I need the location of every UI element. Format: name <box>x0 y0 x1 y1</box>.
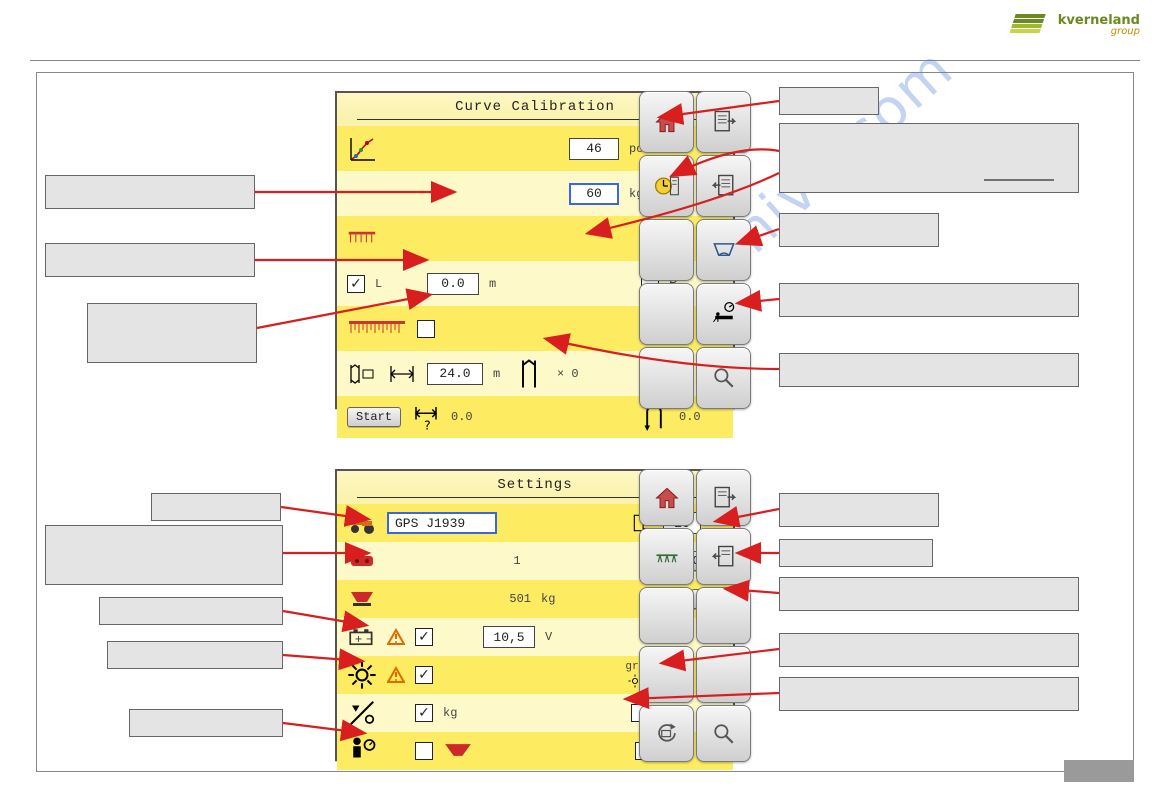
callout-leftright <box>45 243 255 277</box>
softkey-empty[interactable] <box>639 283 694 345</box>
leaf-icon <box>1010 10 1052 40</box>
softkey-empty[interactable] <box>696 587 751 644</box>
callout-light <box>107 641 283 669</box>
callout-tare <box>779 577 1079 611</box>
callout-weighside <box>129 709 283 737</box>
brand-logo: kverneland group <box>1010 10 1140 40</box>
callout-home <box>779 87 879 115</box>
brand-name: kverneland <box>1058 14 1140 27</box>
battery-min-field[interactable]: 10,5 <box>483 626 535 648</box>
coarse-scale-icon <box>347 224 377 254</box>
width-unit: m <box>493 367 507 381</box>
units-icon <box>347 698 377 728</box>
svg-text:?: ? <box>424 418 432 433</box>
turn-value: 0.0 <box>679 410 723 424</box>
tractor-icon <box>347 508 377 538</box>
raise-icon <box>517 359 547 389</box>
width-mult: × 0 <box>557 367 585 381</box>
warning-icon <box>387 660 405 690</box>
battery-alarm-checkbox[interactable]: ✓ <box>415 628 433 646</box>
weigh-hopper-icon <box>347 584 377 614</box>
fine-checkbox[interactable] <box>417 320 435 338</box>
callout-speed <box>151 493 281 521</box>
callout-underline <box>984 176 1054 184</box>
callout-pct <box>779 677 1079 711</box>
left-unit: m <box>489 277 503 291</box>
light-alarm-checkbox[interactable]: ✓ <box>415 666 433 684</box>
curve-icon <box>347 134 377 164</box>
header-divider <box>30 60 1140 61</box>
softkey-empty[interactable] <box>639 347 694 409</box>
page-tab <box>1064 760 1134 782</box>
warning-icon <box>387 622 405 652</box>
softkey-empty[interactable] <box>639 646 694 703</box>
callout-cal <box>779 539 933 567</box>
callout-big1 <box>779 123 1079 193</box>
softkeys-screen1 <box>639 91 751 407</box>
softkey-zoom[interactable] <box>696 705 751 762</box>
weight-unit: kg <box>541 592 565 606</box>
raise-lower-icon <box>347 359 377 389</box>
left-checkbox[interactable]: ✓ <box>347 275 365 293</box>
width-value-field[interactable]: 24.0 <box>427 363 483 385</box>
battery-unit: V <box>545 630 557 644</box>
callout-pressure <box>779 493 939 527</box>
rate-value-field[interactable]: 60 <box>569 183 619 205</box>
content-frame: manualshive.com Curve Calibration 46 pos… <box>36 72 1134 772</box>
left-value-field[interactable]: 0.0 <box>427 273 479 295</box>
softkey-reset[interactable] <box>639 705 694 762</box>
width-question-icon: ? <box>411 402 441 432</box>
callout-weigh <box>779 283 1079 317</box>
weigh-person-icon <box>347 736 377 766</box>
softkey-hopper[interactable] <box>696 219 751 281</box>
brand-sub: group <box>1058 27 1140 37</box>
softkeys-screen2 <box>639 469 751 759</box>
start-button[interactable]: Start <box>347 407 401 427</box>
softkey-empty[interactable] <box>639 219 694 281</box>
softkey-page-prev[interactable] <box>696 155 751 217</box>
weight-value: 501 <box>487 592 531 606</box>
svg-text:+ −: + − <box>355 634 374 645</box>
softkey-zoom[interactable] <box>696 347 751 409</box>
battery-icon: + − <box>347 622 377 652</box>
softkey-spray-bar[interactable] <box>639 528 694 585</box>
callout-hopper <box>779 213 939 247</box>
softkey-timer[interactable] <box>639 155 694 217</box>
softkey-home[interactable] <box>639 469 694 526</box>
callout-grease <box>779 633 1079 667</box>
left-l-label: L <box>375 277 387 291</box>
width-arrows-icon <box>387 359 417 389</box>
unit-kg-label: kg <box>443 706 463 720</box>
callout-fine <box>87 303 257 363</box>
hopper-left-icon <box>443 736 473 766</box>
dosing-unit-icon <box>347 546 377 576</box>
unit-kg-checkbox[interactable]: ✓ <box>415 704 433 722</box>
dosing-value: 1 <box>507 554 527 568</box>
fine-scale-icon <box>347 314 407 344</box>
softkey-empty[interactable] <box>639 587 694 644</box>
speed-source-field[interactable]: GPS J1939 <box>387 512 497 534</box>
softkey-page-next[interactable] <box>696 469 751 526</box>
weigh-left-checkbox[interactable] <box>415 742 433 760</box>
light-icon <box>347 660 377 690</box>
callout-width <box>779 353 1079 387</box>
callout-battery <box>99 597 283 625</box>
q-value: 0.0 <box>451 410 495 424</box>
callout-rate <box>45 175 255 209</box>
softkey-page-prev[interactable] <box>696 528 751 585</box>
pos-value-field[interactable]: 46 <box>569 138 619 160</box>
softkey-home[interactable] <box>639 91 694 153</box>
softkey-page-next[interactable] <box>696 91 751 153</box>
softkey-weigh[interactable] <box>696 283 751 345</box>
softkey-empty[interactable] <box>696 646 751 703</box>
callout-dosing <box>45 525 283 585</box>
